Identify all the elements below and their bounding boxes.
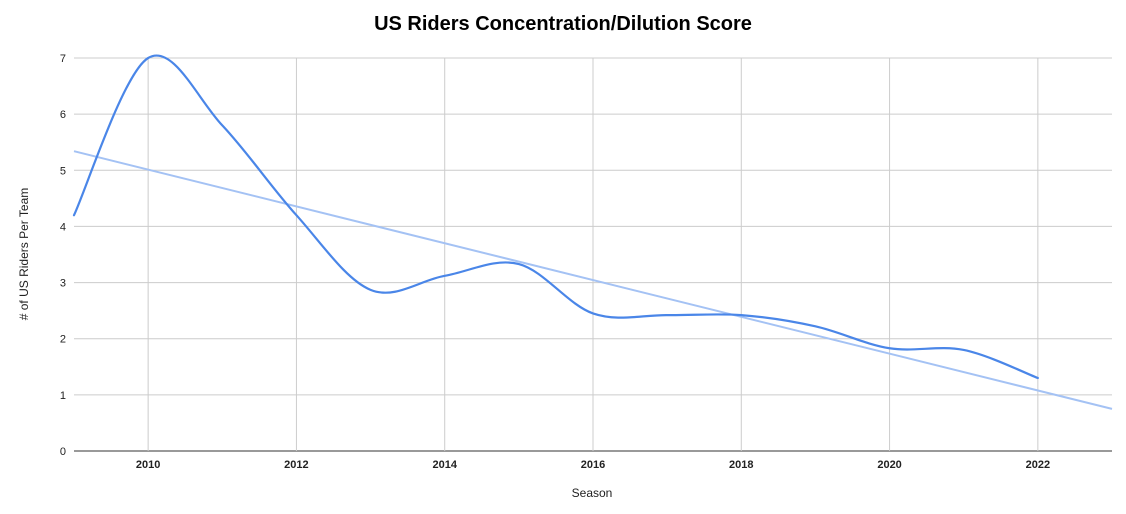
y-tick-label: 4 xyxy=(60,221,66,233)
x-tick-label: 2010 xyxy=(136,459,160,471)
y-tick-label: 1 xyxy=(60,390,66,402)
x-tick-label: 2020 xyxy=(877,459,901,471)
x-axis-ticks: 2010 2012 2014 2016 2018 2020 2022 xyxy=(136,459,1050,471)
y-tick-label: 6 xyxy=(60,109,66,121)
x-tick-label: 2018 xyxy=(729,459,753,471)
x-tick-label: 2016 xyxy=(581,459,605,471)
y-tick-label: 7 xyxy=(60,53,66,65)
series-line xyxy=(72,54,1039,380)
x-axis-label: Season xyxy=(572,486,613,500)
trendline xyxy=(73,150,1113,410)
series-group xyxy=(72,54,1113,410)
x-tick-label: 2022 xyxy=(1026,459,1050,471)
y-tick-label: 2 xyxy=(60,334,66,346)
y-axis-ticks: 0 1 2 3 4 5 6 7 xyxy=(60,53,66,458)
chart-title: US Riders Concentration/Dilution Score xyxy=(374,13,752,35)
gridlines xyxy=(74,57,1112,452)
y-axis-label: # of US Riders Per Team xyxy=(17,188,31,321)
y-tick-label: 5 xyxy=(60,165,66,177)
x-tick-label: 2012 xyxy=(284,459,308,471)
y-tick-label: 3 xyxy=(60,278,66,290)
x-tick-label: 2014 xyxy=(432,459,457,471)
y-tick-label: 0 xyxy=(60,446,66,458)
